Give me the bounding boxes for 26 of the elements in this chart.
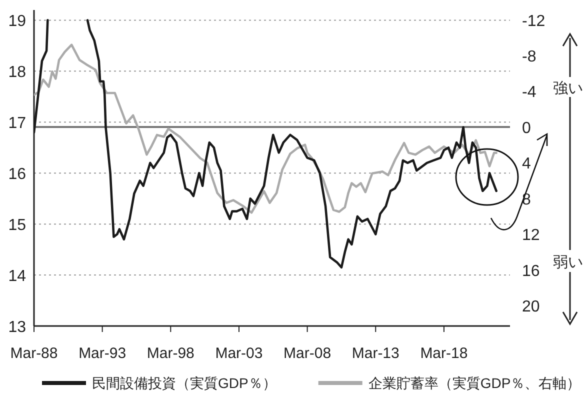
x-tick-label: Mar-93 [78, 345, 126, 362]
x-tick-label: Mar-88 [10, 345, 58, 362]
y2-tick-label: -8 [522, 48, 536, 66]
x-tick-label: Mar-98 [146, 345, 194, 362]
y2-tick-label: 4 [522, 156, 531, 173]
x-tick-label: Mar-13 [352, 345, 400, 362]
legend-label: 企業貯蓄率（実質GDP％、右軸） [368, 375, 581, 391]
y2-tick-label: 16 [522, 262, 540, 280]
legend-label: 民間設備投資（実質GDP％） [92, 375, 276, 391]
text: 弱い [553, 254, 583, 271]
y2-tick-label: -4 [522, 84, 536, 102]
y2-tick-label: -12 [522, 12, 546, 30]
y2-tick-label: 20 [522, 298, 540, 316]
y2-tick-label: 0 [522, 120, 531, 137]
y-tick-label: 15 [8, 217, 26, 234]
x-tick-label: Mar-03 [215, 345, 263, 362]
y-tick-label: 14 [8, 268, 26, 286]
y2-tick-label: 12 [522, 227, 540, 244]
y-tick-label: 17 [8, 115, 26, 132]
y-tick-label: 18 [8, 64, 26, 82]
text: 強い [553, 80, 583, 97]
x-tick-label: Mar-08 [284, 345, 332, 362]
y-tick-label: 13 [8, 319, 26, 336]
x-tick-label: Mar-18 [420, 345, 468, 362]
y-tick-label: 19 [8, 13, 26, 30]
y-tick-label: 16 [8, 166, 26, 184]
